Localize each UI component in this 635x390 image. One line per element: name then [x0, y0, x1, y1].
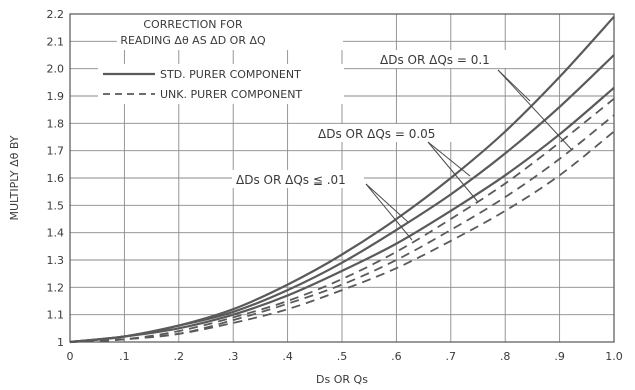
note-line-1: CORRECTION FOR: [143, 18, 243, 31]
x-tick-label: .7: [446, 350, 457, 363]
legend: STD. PURER COMPONENT UNK. PURER COMPONEN…: [98, 64, 344, 104]
y-tick-label: 2.2: [47, 8, 65, 21]
y-tick-label: 1.1: [47, 309, 65, 322]
note-line-2: READING Δθ AS ΔD OR ΔQ: [120, 34, 266, 47]
y-axis-label: MULTIPLY Δθ BY: [8, 135, 21, 220]
leader-005-unk: [427, 141, 479, 203]
x-tick-label: 1.0: [605, 350, 623, 363]
y-tick-label: 2.1: [47, 35, 65, 48]
y-tick-label: 1.8: [47, 117, 65, 130]
legend-label-unk: UNK. PURER COMPONENT: [160, 88, 302, 101]
legend-label-std: STD. PURER COMPONENT: [160, 68, 301, 81]
annotations: ΔDs OR ΔQs = 0.1 ΔDs OR ΔQs = 0.05 ΔDs O…: [232, 50, 573, 241]
y-tick-label: 2.0: [47, 63, 65, 76]
curve-unk-01: [69, 97, 615, 343]
curve-std-005: [69, 54, 615, 344]
plot-frame: [69, 13, 615, 343]
x-tick-labels: 0 .1 .2 .3 .4 .5 .6 .7 .8 .9 1.0: [67, 350, 623, 363]
annotation-bg-005: [314, 124, 458, 142]
y-tick-label: 1.4: [47, 227, 65, 240]
y-tick-label: 1: [57, 336, 64, 349]
annotation-005: ΔDs OR ΔQs = 0.05: [318, 127, 435, 141]
leader-01-unk: [497, 69, 573, 151]
leader-001-std: [365, 183, 409, 223]
annotation-001: ΔDs OR ΔQs ≦ .01: [236, 173, 346, 187]
x-tick-label: .6: [391, 350, 402, 363]
x-tick-label: 0: [67, 350, 74, 363]
correction-note: CORRECTION FOR READING Δθ AS ΔD OR ΔQ: [117, 14, 343, 50]
annotation-01: ΔDs OR ΔQs = 0.1: [380, 53, 490, 67]
legend-background: [98, 64, 344, 104]
x-axis-label: Ds OR Qs: [316, 373, 368, 386]
leader-005-std: [427, 141, 471, 177]
y-tick-label: 1.3: [47, 254, 65, 267]
x-tick-label: .9: [554, 350, 565, 363]
x-tick-label: .1: [119, 350, 130, 363]
annotation-bg-01: [376, 50, 512, 68]
annotation-bg-001: [232, 170, 364, 188]
y-tick-label: 1.9: [47, 90, 65, 103]
y-tick-label: 1.7: [47, 145, 65, 158]
x-tick-label: .8: [500, 350, 511, 363]
y-tick-labels: 1 1.1 1.2 1.3 1.4 1.5 1.6 1.7 1.8 1.9 2.0 2.1 2.2: [47, 8, 65, 349]
curve-std-001: [69, 86, 615, 344]
x-tick-label: .3: [228, 350, 239, 363]
y-tick-label: 1.5: [47, 199, 65, 212]
leader-001-unk: [365, 183, 413, 241]
curve-unk-001: [69, 130, 615, 343]
x-tick-label: .4: [282, 350, 293, 363]
x-tick-label: .5: [337, 350, 348, 363]
x-tick-label: .2: [174, 350, 185, 363]
y-tick-label: 1.2: [47, 281, 65, 294]
y-tick-label: 1.6: [47, 172, 65, 185]
note-background: [117, 14, 343, 50]
